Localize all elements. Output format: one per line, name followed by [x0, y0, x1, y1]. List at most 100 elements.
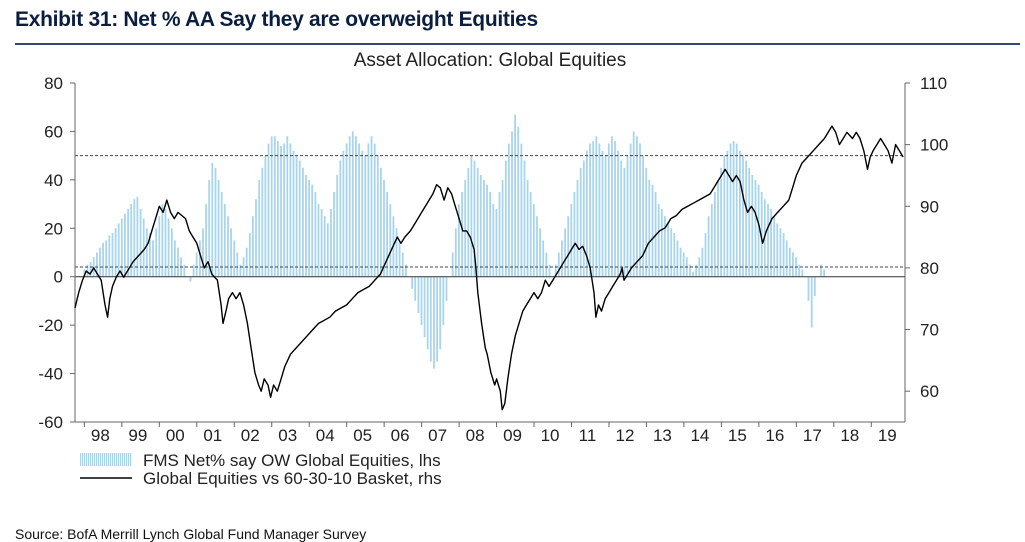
bar: [626, 155, 629, 277]
bar: [252, 216, 254, 277]
bar: [598, 143, 601, 277]
bar: [233, 240, 236, 277]
bar: [639, 143, 641, 277]
bar: [333, 192, 335, 277]
bar: [351, 131, 354, 277]
bar: [433, 276, 435, 369]
bar: [645, 167, 648, 277]
right-tick-label: 80: [920, 259, 939, 278]
bar: [536, 216, 538, 277]
x-tick-label: 98: [91, 426, 110, 445]
bar: [83, 269, 86, 277]
bar: [429, 276, 432, 362]
bar: [270, 136, 273, 277]
right-tick-label: 100: [920, 136, 948, 155]
bar: [557, 252, 560, 277]
x-tick-label: 04: [316, 426, 335, 445]
x-tick-label: 10: [541, 426, 560, 445]
bar: [595, 136, 598, 277]
bar: [423, 276, 426, 338]
bar: [189, 276, 192, 282]
bar: [267, 143, 270, 277]
left-tick-label: 80: [44, 74, 63, 93]
bar: [323, 216, 326, 277]
bar: [439, 276, 442, 350]
bar: [145, 228, 148, 277]
bar: [710, 204, 713, 277]
bar: [361, 150, 364, 277]
bar: [458, 204, 460, 277]
bar: [570, 204, 573, 277]
bar: [773, 216, 776, 277]
bar: [227, 216, 229, 277]
x-tick-label: 16: [765, 426, 784, 445]
bar: [445, 276, 448, 301]
bar: [102, 242, 104, 277]
bar: [133, 199, 136, 277]
bar: [311, 184, 314, 277]
bar: [342, 150, 345, 277]
bar: [305, 175, 307, 277]
bar: [242, 257, 245, 277]
bar: [155, 228, 158, 277]
bar: [230, 228, 232, 277]
bar: [314, 192, 317, 277]
bar: [302, 167, 304, 277]
legend-line-label: Global Equities vs 60-30-10 Basket, rhs: [143, 469, 442, 488]
bar: [339, 160, 342, 277]
bar: [86, 264, 89, 277]
bar: [295, 155, 298, 277]
bar: [177, 247, 179, 277]
x-tick-label: 12: [616, 426, 635, 445]
bar: [389, 204, 392, 277]
bar: [149, 233, 151, 277]
line-path: [74, 125, 904, 411]
legend-bar-swatch-stripe: [126, 453, 128, 466]
bar: [523, 160, 526, 277]
bar: [754, 179, 757, 277]
bar: [614, 141, 616, 277]
right-tick-label: 90: [920, 197, 939, 216]
bar: [236, 252, 239, 277]
title-rule: [15, 43, 1020, 45]
bar: [152, 240, 154, 277]
bar: [258, 179, 261, 277]
bar: [283, 143, 285, 277]
x-tick-label: 03: [278, 426, 297, 445]
bar: [729, 143, 732, 277]
bar: [632, 131, 635, 277]
bar: [788, 247, 791, 277]
legend-bar-swatch-stripe: [94, 453, 96, 466]
bar: [183, 264, 186, 277]
x-tick-label: 00: [166, 426, 185, 445]
bar: [167, 218, 170, 277]
bar: [586, 150, 588, 277]
legend-bar-swatch-stripe: [118, 453, 120, 466]
bar: [411, 276, 413, 289]
legend-bar-swatch-stripe: [86, 453, 88, 466]
bar: [739, 150, 741, 277]
bar: [642, 155, 644, 277]
x-tick-label: 14: [690, 426, 709, 445]
legend-bar-swatch-stripe: [110, 453, 112, 466]
bar: [454, 228, 457, 277]
bar: [582, 160, 585, 277]
bar: [529, 192, 532, 277]
bar: [679, 247, 682, 277]
bar: [436, 276, 438, 362]
bar: [782, 233, 785, 277]
bar: [810, 276, 813, 328]
bar: [623, 167, 626, 277]
bar: [807, 276, 810, 301]
bar: [214, 167, 217, 277]
x-tick-label: 15: [728, 426, 747, 445]
x-tick-label: 07: [428, 426, 447, 445]
bar: [704, 233, 707, 277]
bar: [486, 184, 488, 277]
bar: [461, 192, 463, 277]
left-tick-label: 40: [44, 171, 63, 190]
bar: [417, 276, 420, 313]
bar: [576, 179, 579, 277]
bar: [573, 192, 576, 277]
bar: [620, 160, 623, 277]
